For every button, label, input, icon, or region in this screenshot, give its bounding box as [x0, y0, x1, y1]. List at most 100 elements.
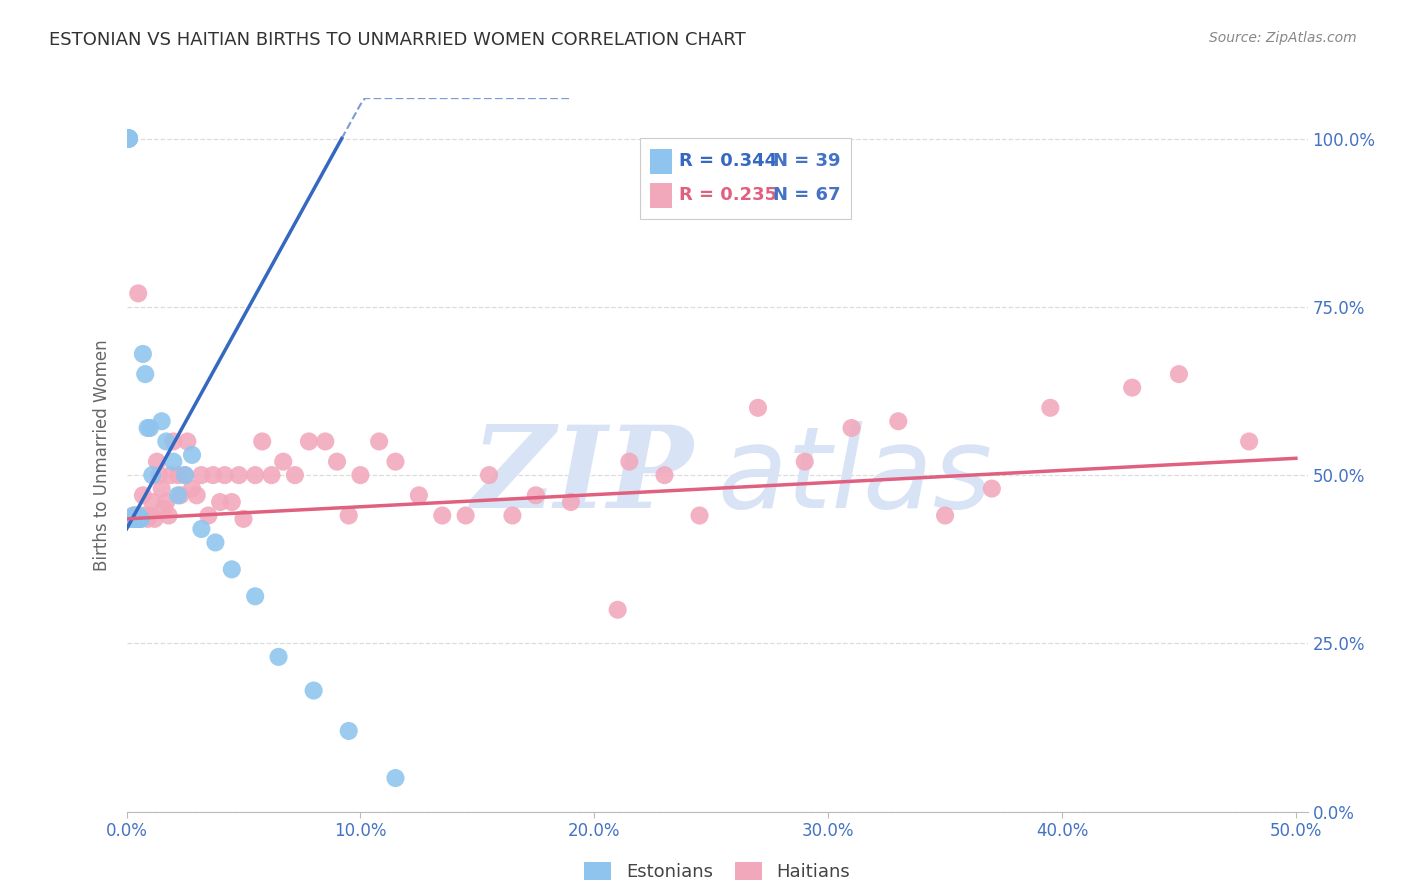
Point [934, 508, 956, 523]
Point [267, 649, 290, 664]
Point [271, 455, 294, 469]
Point [136, 421, 159, 435]
Point [202, 468, 225, 483]
Point [125, 512, 148, 526]
Point [129, 512, 152, 526]
Point [150, 482, 173, 496]
Point [127, 286, 149, 301]
Point [141, 495, 163, 509]
Point [980, 482, 1002, 496]
Point [134, 367, 156, 381]
Point [197, 508, 219, 523]
Point [174, 468, 197, 483]
Point [326, 455, 349, 469]
Point [125, 508, 148, 523]
Point [190, 468, 212, 483]
Text: atlas: atlas [717, 421, 993, 532]
Point [122, 508, 145, 523]
Point [174, 468, 197, 483]
Point [129, 512, 152, 526]
Point [120, 512, 142, 526]
Point [337, 723, 360, 738]
Point [793, 455, 815, 469]
Point [118, 131, 141, 145]
Point [150, 414, 173, 428]
Point [160, 468, 183, 483]
Point [146, 455, 169, 469]
Legend: Estonians, Haitians: Estonians, Haitians [576, 855, 858, 888]
Point [384, 771, 406, 785]
Point [125, 512, 148, 526]
Point [408, 488, 430, 502]
Point [887, 414, 910, 428]
Text: ESTONIAN VS HAITIAN BIRTHS TO UNMARRIED WOMEN CORRELATION CHART: ESTONIAN VS HAITIAN BIRTHS TO UNMARRIED … [49, 31, 747, 49]
Point [250, 434, 273, 449]
Point [118, 131, 141, 145]
Text: Source: ZipAtlas.com: Source: ZipAtlas.com [1209, 31, 1357, 45]
Point [619, 455, 641, 469]
Point [243, 589, 266, 603]
Point [127, 508, 149, 523]
Point [243, 468, 266, 483]
Point [232, 512, 254, 526]
Point [524, 488, 547, 502]
Point [204, 535, 226, 549]
Text: N = 39: N = 39 [773, 153, 841, 170]
Point [162, 455, 184, 469]
Point [654, 468, 676, 483]
Point [221, 562, 243, 576]
Point [139, 508, 162, 523]
Point [162, 434, 184, 449]
Point [689, 508, 711, 523]
Point [454, 508, 477, 523]
Point [314, 434, 336, 449]
Point [349, 468, 371, 483]
Point [153, 501, 176, 516]
Point [384, 455, 406, 469]
Point [129, 512, 152, 526]
Point [298, 434, 321, 449]
Point [260, 468, 283, 483]
Text: R = 0.344: R = 0.344 [679, 153, 778, 170]
Text: ZIP: ZIP [471, 421, 693, 532]
Point [155, 495, 177, 509]
Point [209, 495, 232, 509]
Point [841, 421, 863, 435]
Point [139, 421, 162, 435]
Point [155, 434, 177, 449]
Point [747, 401, 769, 415]
Point [1237, 434, 1260, 449]
Y-axis label: Births to Unmarried Women: Births to Unmarried Women [93, 339, 111, 571]
Point [122, 508, 145, 523]
Point [118, 131, 141, 145]
Point [167, 488, 190, 502]
Point [228, 468, 250, 483]
Point [169, 488, 191, 502]
Point [134, 508, 156, 523]
Point [132, 488, 155, 502]
Point [190, 522, 212, 536]
Point [1168, 367, 1191, 381]
Point [122, 512, 145, 526]
Point [432, 508, 454, 523]
Point [1121, 381, 1143, 395]
Point [302, 683, 325, 698]
Point [143, 512, 166, 526]
Point [478, 468, 501, 483]
Point [127, 508, 149, 523]
Point [118, 131, 141, 145]
Point [118, 131, 141, 145]
Point [337, 508, 360, 523]
Point [368, 434, 391, 449]
Point [1039, 401, 1062, 415]
Point [118, 131, 141, 145]
Point [132, 347, 155, 361]
Point [118, 131, 141, 145]
Point [181, 482, 204, 496]
Point [181, 448, 204, 462]
Text: N = 67: N = 67 [773, 186, 841, 204]
Point [214, 468, 236, 483]
Point [118, 131, 141, 145]
Point [284, 468, 307, 483]
Point [136, 512, 159, 526]
